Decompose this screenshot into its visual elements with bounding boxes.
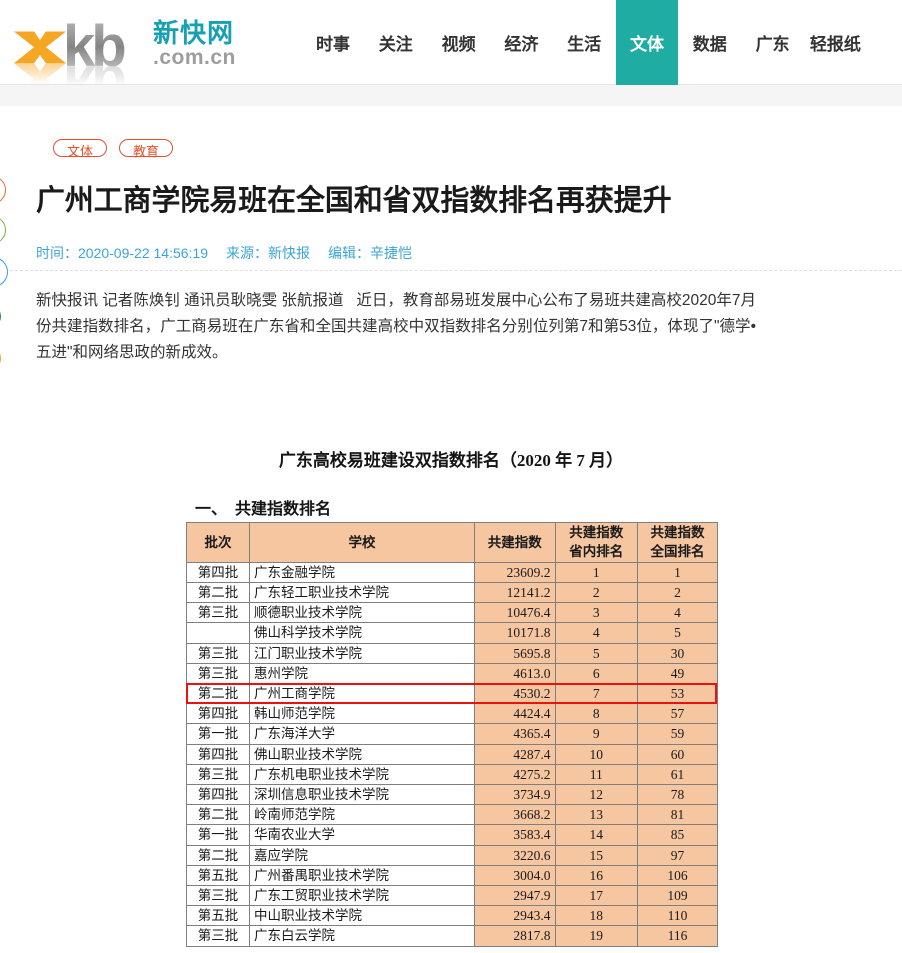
svg-text:kb: kb bbox=[63, 14, 125, 79]
svg-text:.com.cn: .com.cn bbox=[153, 46, 236, 69]
svg-text:新快网: 新快网 bbox=[153, 18, 234, 48]
